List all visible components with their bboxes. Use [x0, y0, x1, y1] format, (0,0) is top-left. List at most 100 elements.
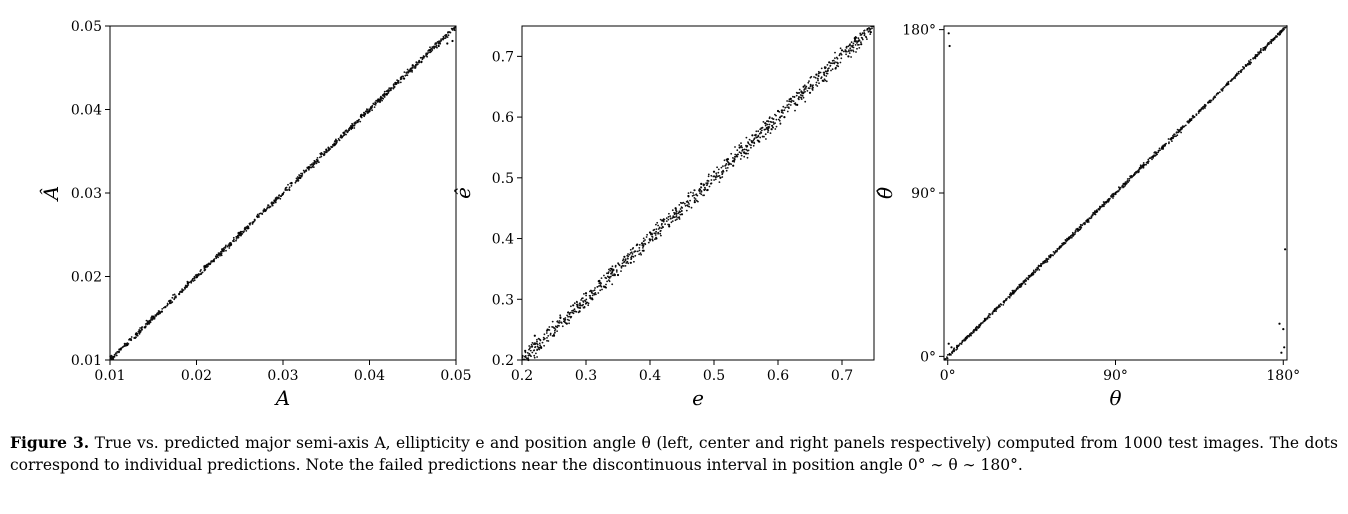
noise-dot — [297, 178, 299, 181]
noise-dot — [848, 50, 850, 53]
noise-dot — [774, 122, 776, 124]
data-point — [152, 315, 155, 318]
noise-dot — [786, 100, 788, 102]
noise-dot — [529, 349, 532, 352]
noise-dot — [836, 64, 838, 67]
data-point — [411, 64, 414, 67]
noise-dot — [383, 90, 386, 93]
x-tick-label: 0.7 — [831, 368, 853, 384]
noise-dot — [599, 282, 602, 284]
noise-dot — [1242, 67, 1245, 70]
noise-dot — [1008, 293, 1011, 296]
noise-dot — [197, 273, 199, 276]
noise-dot — [708, 185, 711, 188]
noise-dot — [795, 91, 798, 94]
data-point — [160, 310, 163, 313]
noise-dot — [809, 85, 812, 88]
data-point — [1049, 255, 1052, 258]
noise-dot — [715, 174, 718, 177]
noise-dot — [753, 138, 755, 141]
noise-dot — [421, 56, 423, 59]
noise-dot — [720, 171, 723, 173]
data-point — [993, 309, 996, 313]
noise-dot — [820, 77, 822, 80]
noise-dot — [183, 286, 186, 289]
noise-dot — [646, 233, 648, 236]
noise-dot — [297, 179, 300, 182]
noise-dot — [214, 255, 217, 258]
y-tick-label: 0.2 — [492, 353, 514, 369]
noise-dot — [608, 268, 610, 271]
noise-dot — [570, 305, 572, 308]
data-point — [359, 115, 362, 118]
noise-dot — [733, 156, 736, 158]
noise-dot — [266, 206, 269, 209]
noise-dot — [740, 142, 742, 145]
noise-dot — [605, 283, 607, 286]
noise-dot — [957, 345, 960, 348]
outlier-point — [948, 44, 951, 48]
y-axis-label: Â — [39, 186, 63, 202]
noise-dot — [567, 311, 569, 314]
noise-dot — [659, 232, 662, 235]
noise-dot — [779, 122, 782, 125]
noise-dot — [280, 195, 282, 198]
noise-dot — [1036, 268, 1039, 271]
noise-dot — [572, 312, 575, 315]
noise-dot — [1181, 126, 1184, 129]
noise-dot — [526, 352, 529, 354]
noise-dot — [788, 100, 790, 103]
noise-dot — [1074, 233, 1076, 235]
noise-dot — [817, 78, 819, 80]
data-point — [1151, 155, 1154, 158]
noise-dot — [824, 67, 826, 70]
data-point — [744, 152, 748, 155]
noise-dot — [598, 282, 601, 285]
noise-dot — [818, 82, 820, 85]
noise-dot — [655, 228, 658, 231]
noise-dot — [153, 317, 156, 320]
data-point — [680, 213, 684, 216]
outlier-point — [1280, 351, 1283, 354]
data-point — [853, 37, 856, 40]
noise-dot — [606, 272, 608, 275]
noise-dot — [228, 247, 231, 249]
noise-dot — [681, 207, 684, 209]
noise-dot — [963, 339, 966, 342]
noise-dot — [625, 262, 628, 264]
noise-dot — [811, 87, 814, 90]
noise-dot — [295, 177, 298, 180]
noise-dot — [294, 181, 297, 184]
noise-dot — [687, 192, 690, 195]
noise-dot — [1220, 88, 1223, 91]
noise-dot — [245, 230, 248, 232]
noise-dot — [840, 57, 843, 60]
noise-dot — [845, 47, 848, 49]
noise-dot — [852, 46, 855, 49]
noise-dot — [318, 161, 320, 164]
noise-dot — [848, 52, 851, 54]
data-point — [394, 81, 397, 84]
noise-dot — [825, 80, 828, 83]
data-point — [186, 282, 189, 285]
noise-dot — [358, 118, 360, 121]
noise-dot — [447, 31, 450, 34]
noise-dot — [946, 357, 949, 360]
noise-dot — [126, 342, 129, 344]
noise-dot — [287, 183, 289, 186]
noise-dot — [286, 189, 289, 191]
noise-dot — [406, 68, 409, 71]
noise-dot — [846, 50, 848, 53]
noise-dot — [344, 129, 347, 132]
noise-dot — [667, 216, 670, 218]
noise-dot — [194, 274, 197, 276]
noise-dot — [685, 200, 688, 203]
noise-dot — [946, 354, 949, 356]
y-tick-label: 0.04 — [71, 103, 102, 119]
y-tick-label: 0.4 — [492, 232, 514, 248]
noise-dot — [1254, 57, 1257, 60]
data-point — [212, 259, 215, 262]
noise-dot — [310, 163, 313, 166]
noise-dot — [590, 290, 593, 292]
noise-dot — [607, 279, 610, 281]
